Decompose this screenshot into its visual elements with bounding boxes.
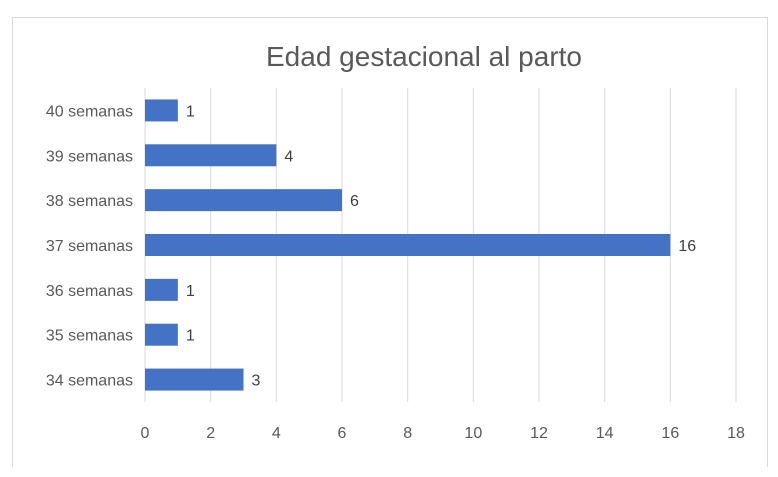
bar-4 [145,278,178,301]
category-label: 37 semanas [46,238,133,255]
data-label: 1 [186,328,195,345]
bar-1 [145,144,277,167]
data-label: 1 [186,283,195,300]
category-axis: 40 semanas 39 semanas 38 semanas 37 semanas… [46,103,133,389]
bar-6 [145,368,244,391]
x-tick-label: 0 [141,425,150,442]
x-tick-label: 12 [530,425,548,442]
x-tick-label: 14 [596,425,614,442]
x-tick-label: 18 [727,425,745,442]
bar-3 [145,234,671,256]
x-tick-label: 6 [338,425,347,442]
x-tick-label: 4 [272,425,281,442]
data-label: 6 [350,193,359,210]
x-tick-label: 10 [464,425,482,442]
data-label: 3 [252,373,261,390]
bar-0 [145,99,178,122]
bars [145,99,671,391]
x-tick-label: 16 [661,425,679,442]
category-label: 39 semanas [46,148,133,165]
bar-5 [145,323,178,346]
category-label: 38 semanas [46,193,133,210]
data-label: 16 [678,238,696,255]
value-axis: 0 2 4 6 8 10 12 14 16 18 [141,425,745,442]
x-tick-label: 8 [403,425,412,442]
bar-2 [145,189,342,212]
chart-title: Edad gestacional al parto [266,41,582,72]
category-label: 40 semanas [46,103,133,120]
data-labels: 1 4 6 16 1 1 3 [186,103,696,389]
category-label: 36 semanas [46,283,133,300]
data-label: 4 [284,148,293,165]
category-label: 35 semanas [46,328,133,345]
data-label: 1 [186,103,195,120]
x-tick-label: 2 [206,425,215,442]
category-label: 34 semanas [46,373,133,390]
